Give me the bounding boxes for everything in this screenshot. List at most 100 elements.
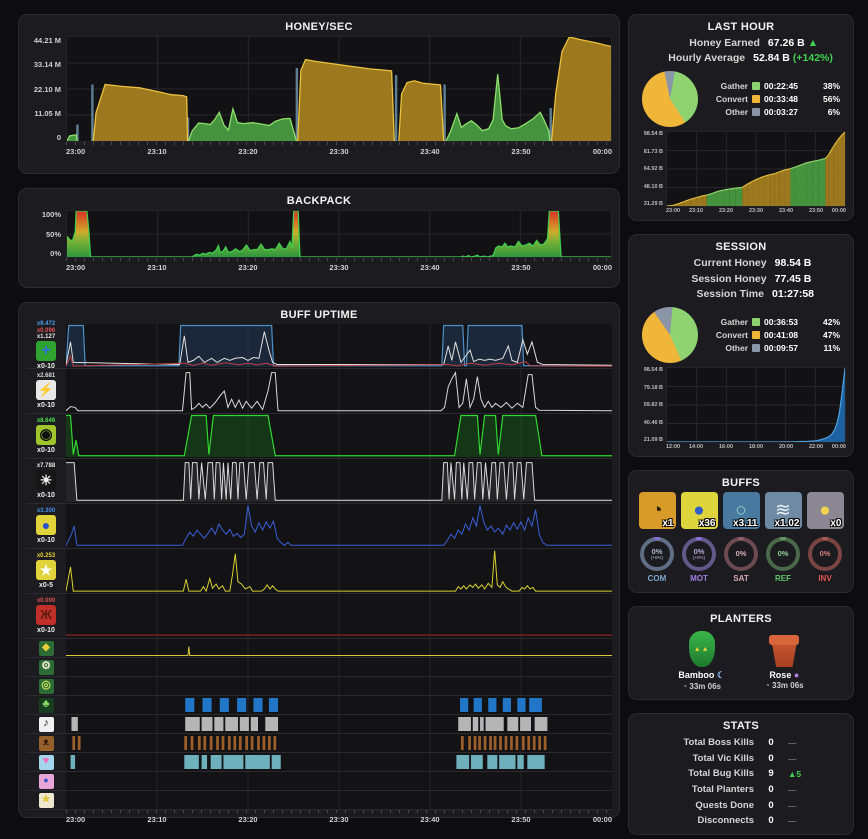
stat-value: 0	[768, 752, 774, 764]
buff-multiplier-label: x8.646	[36, 417, 56, 424]
axis-tick-label: 23:10	[147, 263, 167, 272]
buff-row-label-haste: x2.681 ⚡ x0-10	[26, 369, 66, 413]
vibe-gauges-row: 0% (+0%) COM 0% (+0%) MOT 0% SAT 0% REF 0% INV	[636, 537, 846, 583]
axis-tick-label: 00:00	[831, 444, 846, 451]
stats-title: STATS	[723, 720, 759, 733]
axis-tick-label: 23:00	[66, 263, 86, 272]
axis-tick-label: 23:10	[688, 208, 704, 215]
gauge-value: 0%	[693, 547, 705, 557]
buff-multiplier: x1.02	[774, 518, 800, 530]
buff-row-haste: x2.681 ⚡ x0-10	[26, 369, 612, 414]
gauge-value: 0%	[651, 547, 663, 557]
legend-percent: 56%	[822, 94, 840, 105]
buff-row-label-star: x0.253 ★ x0-5	[26, 549, 66, 593]
stat-delta: —	[788, 816, 797, 827]
legend-swatch	[752, 82, 760, 91]
burst-icon: ☀	[36, 469, 56, 490]
planter-rose: Rose ● ◔ 33m 06s	[765, 629, 804, 691]
stat-label: Disconnects	[697, 815, 755, 827]
axis-tick-label: 12:00	[666, 444, 681, 451]
burst-chart	[66, 459, 612, 503]
chick-buff-icon: ● x0	[806, 492, 844, 530]
honey-earned-row: Honey Earned 67.26 B ▲	[636, 36, 846, 51]
stat-row-quests-done: Quests Done 0 —	[636, 798, 846, 814]
axis-tick-label: 11.05 M	[34, 108, 61, 118]
session-time-value: 01:27:58	[771, 287, 815, 300]
gauge-delta: (+0%)	[692, 554, 706, 560]
legend-label: Gather	[720, 317, 748, 328]
axis-tick-label: 00:00	[592, 263, 612, 272]
buff-range-label: x0-10	[37, 536, 55, 544]
buff-range-label: x0-10	[37, 626, 55, 634]
planters-panel: PLANTERS ▲▲ Bamboo ☾ ◔ 33m 06s Rose ● ◔ 33m …	[628, 606, 854, 701]
gauge-inv: 0% INV	[808, 537, 842, 583]
legend-swatch	[752, 331, 760, 340]
buff-row-label-focus-eye: x8.646 ◉ x0-10	[26, 414, 66, 458]
session-mini-y-axis: 98.54 B 79.18 B 59.82 B 40.46 B 21.09 B	[636, 367, 666, 443]
gauge-tick	[780, 537, 786, 541]
axis-tick-label: 23:10	[147, 147, 167, 156]
stat-label: Quests Done	[695, 799, 754, 811]
axis-tick-label: 22:00	[808, 444, 824, 451]
stat-value: 9	[768, 768, 774, 780]
honey-tickstrip	[66, 142, 612, 145]
axis-tick-label: 23:20	[718, 208, 734, 215]
buff-row-hex-field: ◆	[26, 639, 612, 658]
honey-sec-title: HONEY/SEC	[285, 21, 353, 33]
axis-tick-label: 23:40	[420, 815, 440, 824]
last-hour-pie-chart	[642, 71, 698, 128]
red-buff-chart	[66, 594, 612, 638]
last-hour-title: LAST HOUR	[707, 21, 775, 33]
bear-morph-chart	[66, 734, 612, 752]
axis-tick-label: 00:00	[592, 147, 612, 156]
buff-uptime-panel: BUFF UPTIME x9.472 x0.096 x1.127 + x0-10 x2.6…	[18, 302, 620, 824]
gear-field-chart	[66, 658, 612, 676]
planter-timer: ◔ 33m 06s	[764, 681, 804, 691]
buff-row-star: x0.253 ★ x0-5	[26, 549, 612, 594]
gauge-tick	[696, 537, 702, 541]
legend-row-other: Other 00:03:27 6%	[706, 107, 844, 117]
blue-boost-buff-icon: ● x36	[680, 492, 718, 530]
blue-boost-icon: ●	[36, 514, 56, 535]
stat-value: 0	[768, 799, 774, 811]
buff-row-hand-orbs: ●	[26, 772, 612, 791]
buff-uptime-title: BUFF UPTIME	[280, 309, 358, 321]
buff-row-angel-star: ★	[26, 791, 612, 810]
legend-row-other: Other 00:09:57 11%	[706, 343, 844, 353]
buff-range-label: x0-10	[37, 446, 55, 454]
wreath-icon: ◎	[38, 678, 54, 694]
session-pie-chart	[642, 307, 698, 364]
hand-orbs-icon: ●	[38, 773, 54, 789]
stat-label: Total Planters	[691, 784, 754, 796]
axis-tick-label: 79.18 B	[643, 384, 663, 391]
axis-tick-label: 23:30	[748, 208, 764, 215]
legend-time: 00:41:08	[764, 330, 799, 341]
up-arrow-icon: ▲	[807, 37, 819, 49]
planter-name: Bamboo ☾	[678, 670, 725, 681]
stats-rows: Total Boss Kills 0— Total Vic Kills 0— Total…	[636, 735, 846, 829]
axis-tick-label: 23:50	[511, 815, 531, 824]
last-hour-mini-y-axis: 98.54 B 81.73 B 64.92 B 48.10 B 31.29 B	[636, 131, 666, 207]
axis-tick-label: 23:00	[66, 147, 86, 156]
axis-tick-label: 23:00	[66, 815, 86, 824]
current-honey-row: Current Honey 98.54 B	[636, 256, 846, 271]
session-pie-row: Gather 00:36:53 42% Convert 00:41:08 47% Other…	[642, 307, 844, 364]
honey-y-axis: 44.21 M 33.14 M 22.10 M 11.05 M 0	[26, 36, 66, 142]
buff-row-label-focus: x9.472 x0.096 x1.127 + x0-10	[26, 321, 66, 370]
legend-percent: 6%	[827, 107, 840, 118]
legend-label: Gather	[720, 81, 748, 92]
axis-tick-label: 23:10	[147, 815, 167, 824]
buff-multiplier: x0	[830, 518, 842, 530]
stat-label: Total Boss Kills	[683, 737, 754, 749]
legend-swatch	[752, 318, 760, 327]
clover-icon: ♣	[38, 697, 54, 713]
buff-range-label: x0-5	[38, 581, 53, 589]
axis-tick-label: 14:00	[688, 444, 704, 451]
axis-tick-label: 23:20	[238, 815, 258, 824]
buffs-panel: BUFFS ◔ x1 ● x36 ○ x3.11 ≋ x1.02 ● x0 0% (+0%) COM 0…	[628, 470, 854, 594]
gauge-value: 0%	[735, 549, 747, 559]
last-hour-mini: 98.54 B 81.73 B 64.92 B 48.10 B 31.29 B	[636, 131, 846, 208]
